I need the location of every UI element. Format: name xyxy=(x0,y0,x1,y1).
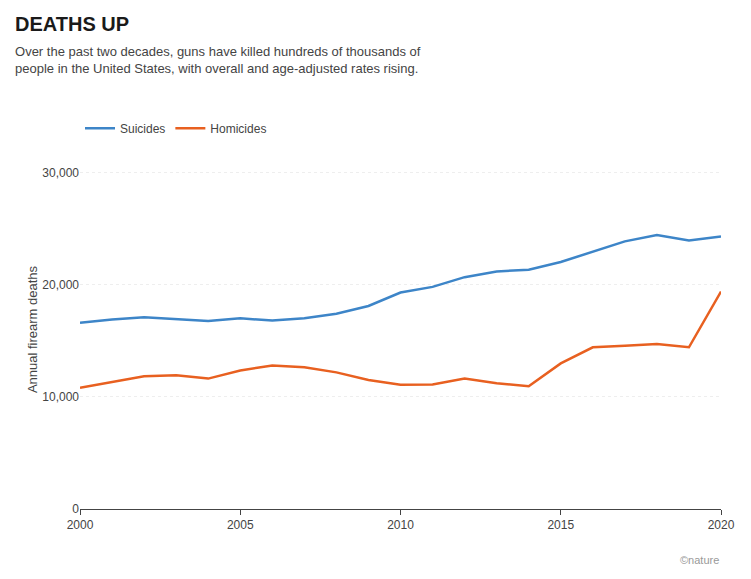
svg-text:2020: 2020 xyxy=(708,518,735,532)
svg-text:2010: 2010 xyxy=(387,518,414,532)
svg-text:Over the past two decades, gun: Over the past two decades, guns have kil… xyxy=(15,44,421,76)
svg-text:2000: 2000 xyxy=(67,518,94,532)
svg-text:DEATHS UP: DEATHS UP xyxy=(15,13,129,35)
svg-text:30,000: 30,000 xyxy=(42,166,79,180)
svg-text:20,000: 20,000 xyxy=(42,278,79,292)
svg-text:10,000: 10,000 xyxy=(42,390,79,404)
svg-text:2005: 2005 xyxy=(227,518,254,532)
svg-text:Suicides: Suicides xyxy=(120,122,165,136)
svg-text:2015: 2015 xyxy=(547,518,574,532)
svg-text:©nature: ©nature xyxy=(680,554,719,566)
svg-text:Annual firearm deaths: Annual firearm deaths xyxy=(25,265,40,393)
svg-text:0: 0 xyxy=(72,502,79,516)
svg-text:Homicides: Homicides xyxy=(210,122,266,136)
